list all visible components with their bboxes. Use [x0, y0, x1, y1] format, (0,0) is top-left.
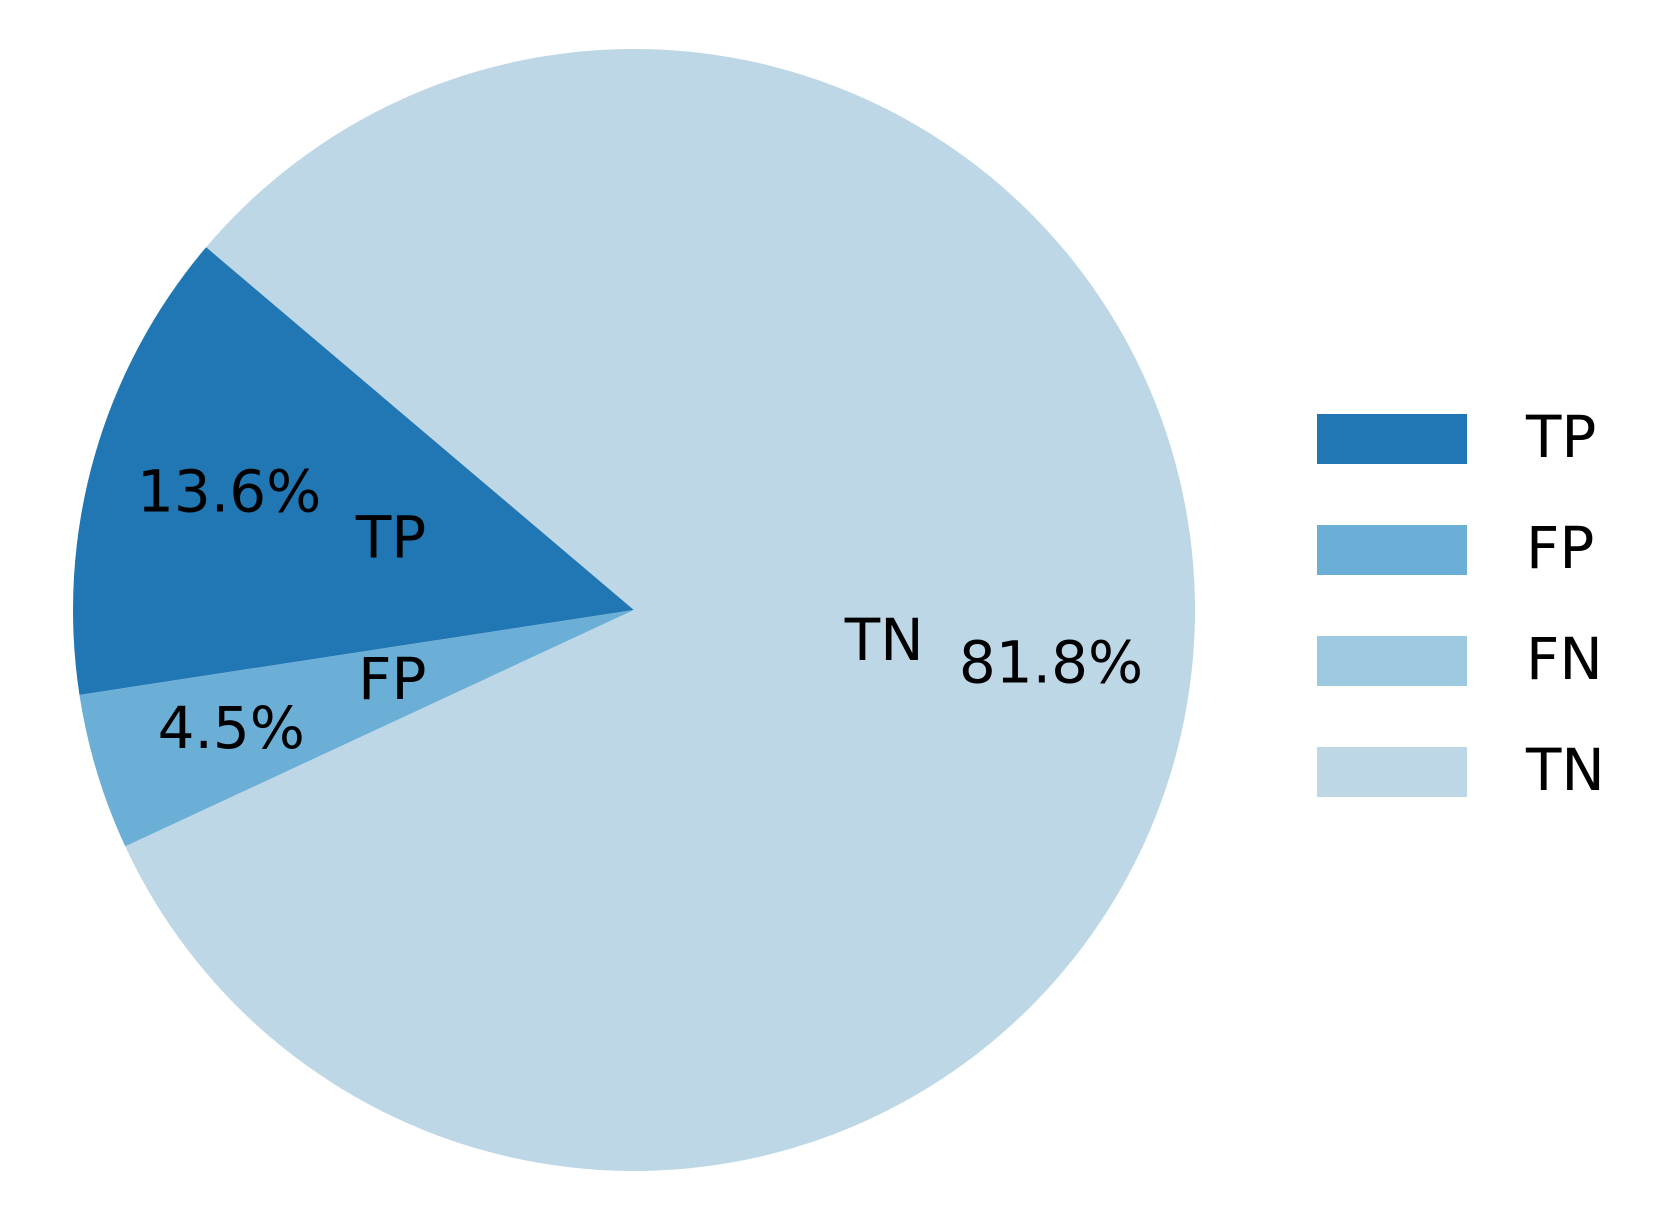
value-label: 13.6% [137, 458, 321, 526]
legend-label: FN [1526, 625, 1603, 693]
legend-label: TP [1525, 403, 1596, 471]
slice-label: TN [844, 606, 924, 674]
legend-swatch [1317, 636, 1467, 686]
value-label: 81.8% [959, 628, 1143, 696]
pie-slice [125, 48, 1196, 1171]
slice-label: FP [358, 645, 426, 713]
legend-swatch [1317, 525, 1467, 575]
pie-slice [79, 610, 635, 847]
legend-label: TN [1525, 736, 1605, 804]
value-label: 4.5% [158, 694, 305, 762]
legend-label: FP [1526, 514, 1594, 582]
legend-swatch [1317, 414, 1467, 464]
pie-slice [72, 247, 634, 695]
slice-label: TP [355, 503, 426, 571]
legend-swatch [1317, 747, 1467, 797]
